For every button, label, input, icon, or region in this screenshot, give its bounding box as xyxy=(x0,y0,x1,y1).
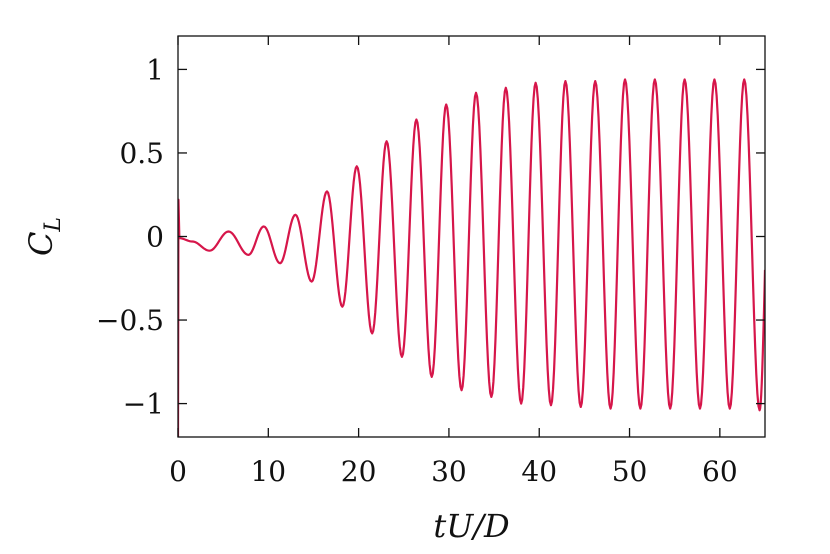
x-axis-label: tU/D xyxy=(433,507,509,545)
y-tick-label: 1 xyxy=(146,53,164,86)
y-tick-label: 0 xyxy=(146,221,164,254)
chart-marks xyxy=(178,78,765,437)
x-tick-label: 30 xyxy=(431,455,467,488)
x-tick-label: 10 xyxy=(250,455,286,488)
x-tick-label: 20 xyxy=(341,455,377,488)
y-tick-label: 0.5 xyxy=(119,137,164,170)
x-tick-label: 50 xyxy=(612,455,648,488)
x-tick-label: 40 xyxy=(521,455,557,488)
x-tick-label: 60 xyxy=(702,455,738,488)
series-line-0 xyxy=(178,78,765,437)
y-axis-label-main: C xyxy=(22,232,60,256)
y-tick-label: −0.5 xyxy=(96,304,164,337)
y-tick-label: −1 xyxy=(123,388,164,421)
chart-labels: 0 10 20 30 40 50 60 −1 −0.5 0 0.5 1 tU/D CL xyxy=(22,53,738,545)
y-axis-label-subscript: L xyxy=(41,217,66,233)
x-tick-label: 0 xyxy=(169,455,187,488)
y-axis-label: CL xyxy=(22,217,66,256)
chart-axes xyxy=(177,35,766,438)
